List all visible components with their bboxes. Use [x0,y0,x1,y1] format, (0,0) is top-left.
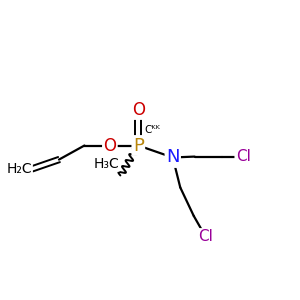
Text: O: O [103,136,116,154]
Text: Cᴷᴷ: Cᴷᴷ [144,125,160,135]
Text: O: O [132,100,145,118]
Text: Cl: Cl [198,229,213,244]
Text: Cl: Cl [236,149,250,164]
Text: H₃C: H₃C [93,157,119,171]
Text: H₂C: H₂C [6,162,32,176]
Text: N: N [166,148,179,166]
Text: P: P [133,136,144,154]
